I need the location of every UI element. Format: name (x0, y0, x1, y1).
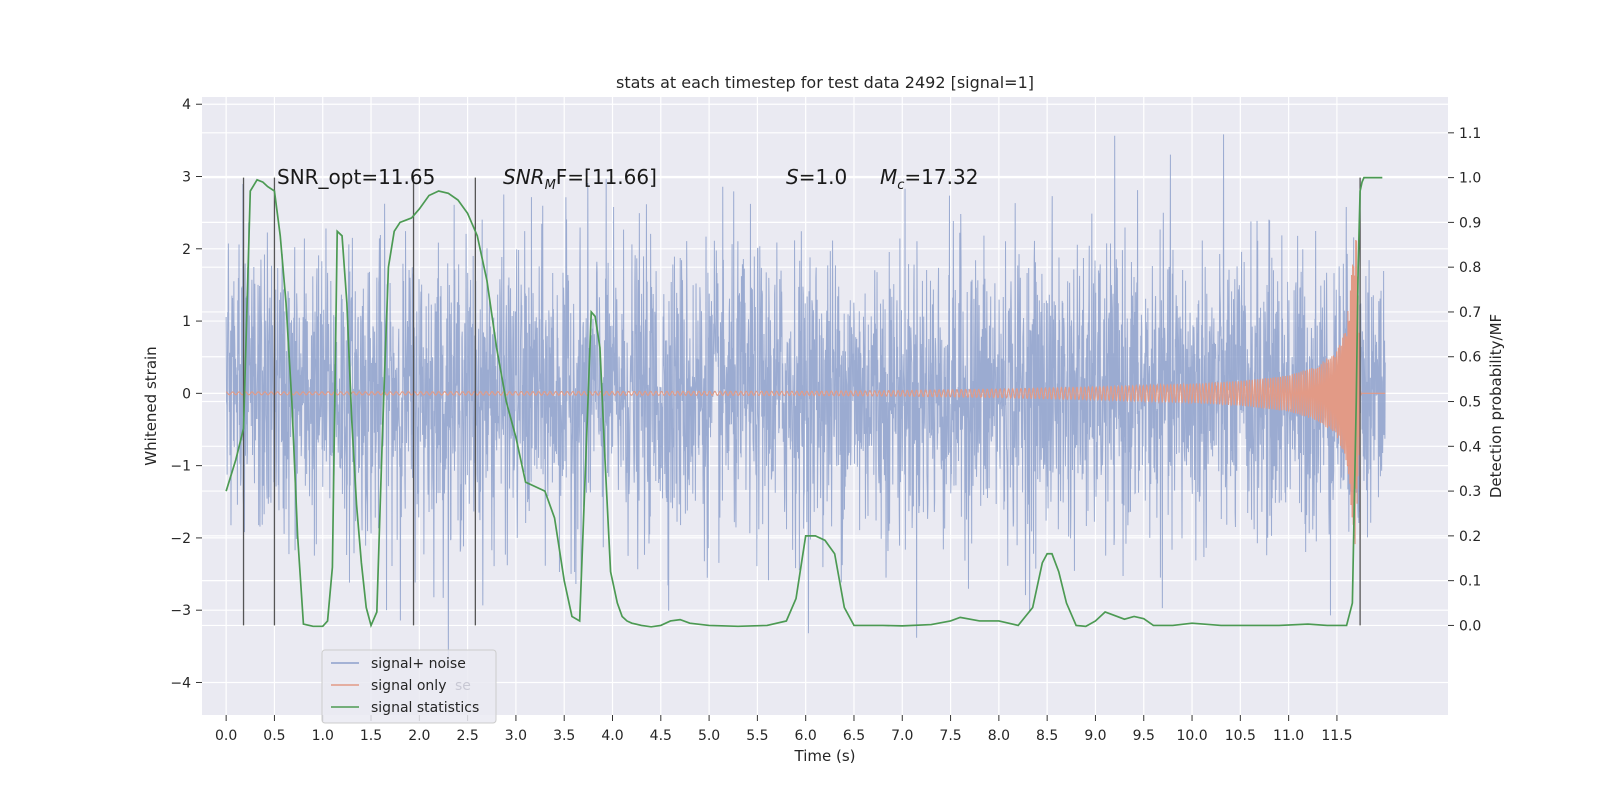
x-tick-label: 3.0 (505, 728, 527, 744)
y2-tick-label: 0.9 (1459, 215, 1481, 231)
annotation-s-rest: =1.0 (799, 165, 848, 189)
y-tick-label: −1 (170, 459, 191, 475)
y-tick-label: −2 (170, 531, 191, 547)
x-tick-label: 10.0 (1176, 728, 1207, 744)
y-tick-label: 3 (182, 170, 191, 186)
x-tick-label: 0.5 (263, 728, 285, 744)
x-axis-ticks: 0.0 0.5 1.0 1.5 2.0 2.5 3.0 3.5 4.0 4.5 5.0 5.5 6.0 6… (215, 715, 1353, 744)
x-tick-label: 0.0 (215, 728, 237, 744)
x-tick-label: 1.5 (360, 728, 382, 744)
x-tick-label: 7.5 (939, 728, 961, 744)
legend-box (321, 649, 497, 724)
x-tick-label: 7.0 (891, 728, 913, 744)
y2-tick-label: 1.0 (1459, 171, 1481, 187)
x-tick-label: 2.0 (408, 728, 430, 744)
x-tick-label: 6.0 (795, 728, 817, 744)
y2-tick-label: 0.8 (1459, 260, 1481, 276)
x-axis-label: Time (s) (794, 747, 856, 765)
y2-tick-label: 0.4 (1459, 439, 1481, 455)
annotation-mc-sub: c (897, 178, 904, 193)
y-tick-label: 4 (182, 97, 191, 113)
annotation-snr-mf: SNRMF=[11.66] (503, 165, 657, 193)
series-signal-only (226, 240, 1386, 545)
series-line-statistics (225, 176, 1383, 629)
y2-tick-label: 0.1 (1459, 574, 1481, 590)
legend-label-stats: signal statistics (371, 700, 479, 716)
x-tick-label: 3.5 (553, 728, 575, 744)
chart-title: stats at each timestep for test data 249… (616, 73, 1034, 92)
x-tick-label: 11.0 (1273, 728, 1304, 744)
annotation-s-main: S (786, 165, 799, 189)
annotation-snr-mf-sub: M (545, 178, 556, 193)
x-tick-label: 11.5 (1321, 728, 1352, 744)
y2-tick-label: 0.5 (1459, 395, 1481, 411)
x-tick-label: 6.5 (843, 728, 865, 744)
legend-label-noise: signal+ noise (371, 656, 466, 672)
annotation-snr-mf-rest: F=[11.66] (556, 165, 657, 189)
y2-tick-label: 0.6 (1459, 350, 1481, 366)
x-tick-label: 2.5 (456, 728, 478, 744)
y2-tick-label: 0.7 (1459, 305, 1481, 321)
y-tick-label: 0 (182, 386, 191, 402)
x-tick-label: 9.5 (1133, 728, 1155, 744)
series-line-signal-only (226, 240, 1386, 545)
y2-axis-ticks: 1.1 1.0 0.9 0.8 0.7 0.6 0.5 0.4 0.3 0.2 0.1 0.0 (1448, 126, 1481, 634)
x-tick-label: 8.0 (988, 728, 1010, 744)
x-tick-label: 4.0 (601, 728, 623, 744)
y-tick-label: −4 (170, 675, 191, 691)
series-signal-plus-noise (225, 134, 1386, 666)
legend-label-signal: signal only (371, 678, 446, 694)
x-tick-label: 8.5 (1036, 728, 1058, 744)
x-tick-label: 1.0 (312, 728, 334, 744)
y2-axis-label: Detection probability/MF (1487, 314, 1505, 498)
x-tick-label: 5.0 (698, 728, 720, 744)
y-tick-label: 2 (182, 242, 191, 258)
series-signal-statistics (225, 176, 1383, 629)
annotation-s: S=1.0 (786, 165, 847, 189)
y2-tick-label: 1.1 (1459, 126, 1481, 142)
y2-tick-label: 0.0 (1459, 618, 1481, 634)
y2-tick-label: 0.2 (1459, 529, 1481, 545)
series-line-noise (225, 134, 1386, 666)
y-axis-label: Whitened strain (142, 346, 160, 465)
legend: signal+ noise signal only se signal stat… (321, 649, 497, 724)
y-tick-label: 1 (182, 314, 191, 330)
y2-tick-label: 0.3 (1459, 484, 1481, 500)
y-axis-ticks: 4 3 2 1 0 −1 −2 −3 −4 (170, 97, 202, 691)
x-tick-label: 10.5 (1225, 728, 1256, 744)
annotation-snr-opt: SNR_opt=11.65 (277, 165, 435, 189)
x-tick-label: 9.0 (1084, 728, 1106, 744)
annotation-mc-main: M (880, 165, 897, 189)
annotation-snr-mf-main: SNR (503, 165, 545, 189)
annotation-mc: Mc=17.32 (880, 165, 978, 193)
legend-ghost-text: se (455, 678, 471, 694)
annotation-mc-rest: =17.32 (904, 165, 978, 189)
x-tick-label: 4.5 (650, 728, 672, 744)
x-tick-label: 5.5 (746, 728, 768, 744)
y-tick-label: −3 (170, 603, 191, 619)
